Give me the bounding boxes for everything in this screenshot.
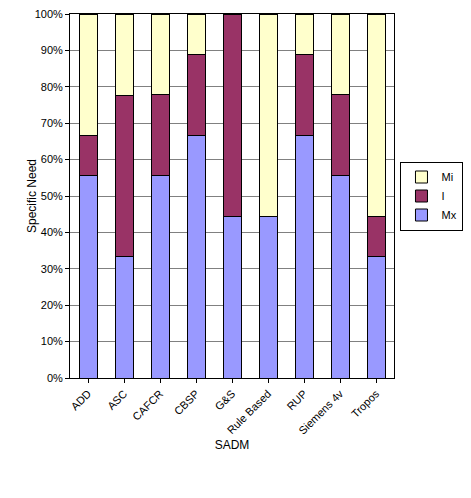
svg-text:100%: 100% — [35, 8, 63, 20]
svg-text:G&S: G&S — [212, 388, 237, 413]
svg-text:ADD: ADD — [68, 387, 93, 412]
svg-text:Rule Based: Rule Based — [225, 388, 274, 437]
svg-text:RUP: RUP — [284, 388, 309, 413]
svg-text:ASC: ASC — [105, 387, 130, 412]
svg-text:Tropos: Tropos — [349, 387, 382, 420]
svg-text:90%: 90% — [41, 44, 63, 56]
svg-text:Mi: Mi — [441, 171, 453, 183]
svg-text:SADM: SADM — [215, 438, 250, 452]
svg-text:Mx: Mx — [441, 209, 456, 221]
svg-text:80%: 80% — [41, 81, 63, 93]
svg-text:60%: 60% — [41, 153, 63, 165]
svg-text:0%: 0% — [47, 372, 63, 384]
svg-text:10%: 10% — [41, 335, 63, 347]
svg-text:50%: 50% — [41, 190, 63, 202]
svg-text:Siemens 4v: Siemens 4v — [296, 387, 345, 436]
svg-text:CAFCR: CAFCR — [130, 387, 165, 422]
svg-text:CBSP: CBSP — [172, 388, 202, 418]
svg-text:Specific Need: Specific Need — [25, 159, 39, 233]
svg-text:70%: 70% — [41, 117, 63, 129]
svg-text:20%: 20% — [41, 299, 63, 311]
svg-text:I: I — [441, 190, 444, 202]
svg-text:30%: 30% — [41, 263, 63, 275]
svg-text:40%: 40% — [41, 226, 63, 238]
